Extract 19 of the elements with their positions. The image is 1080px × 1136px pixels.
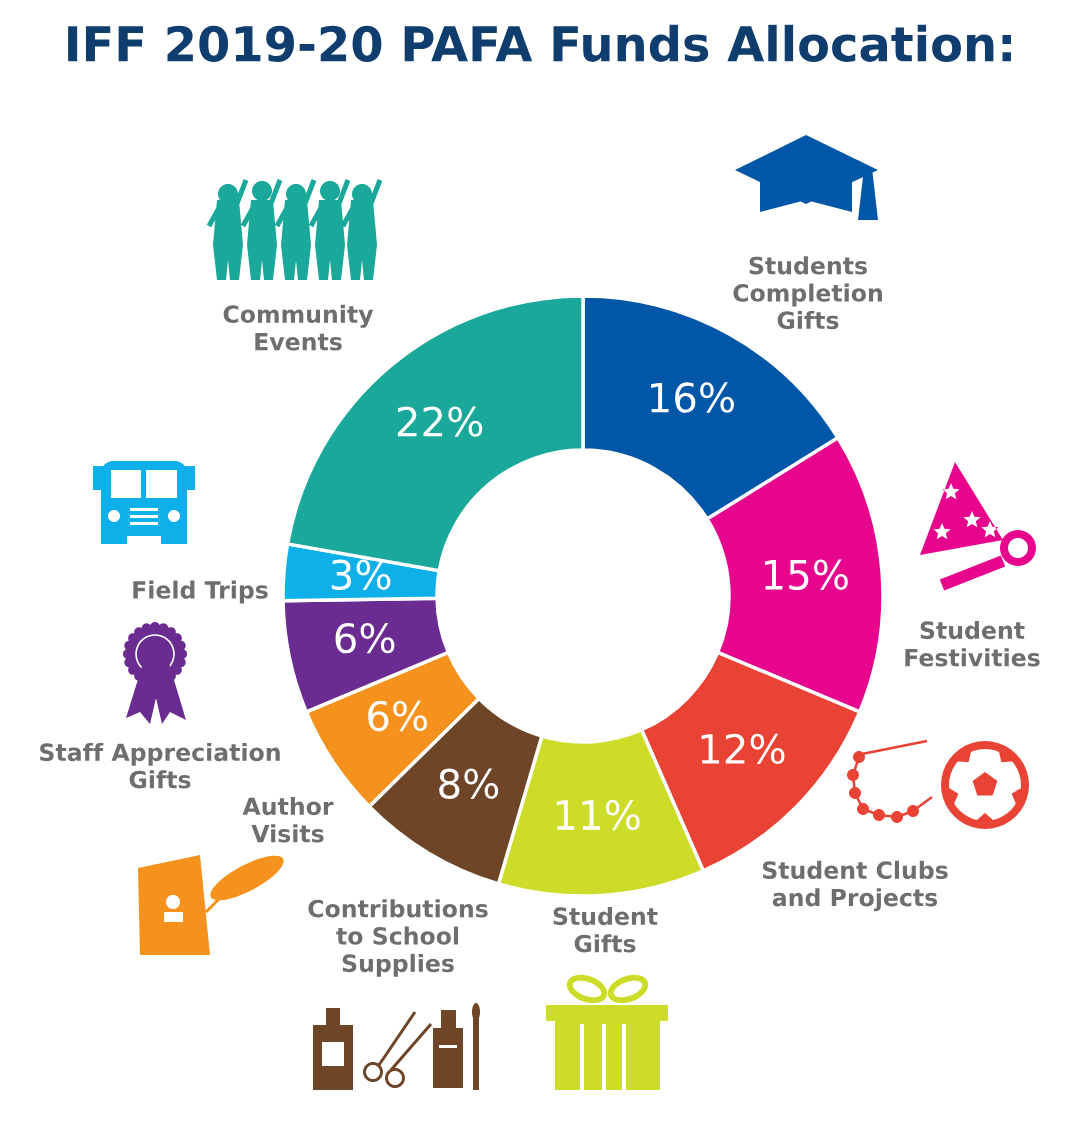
- data-label: 16%: [651, 382, 734, 413]
- data-label: 3%: [331, 559, 391, 591]
- chart-title: IFF 2019-20 PAFA Funds Allocation:: [68, 24, 1011, 62]
- slice-label: Contributions to School Supplies: [308, 899, 488, 977]
- slice-label: Community Events: [223, 304, 374, 351]
- data-label: 11%: [556, 799, 640, 831]
- slice-label: Students Completion Gifts: [733, 256, 882, 330]
- data-label: 8%: [439, 768, 499, 800]
- slice-label: Field Trips: [133, 580, 268, 604]
- slice-label: Student Gifts: [553, 906, 658, 953]
- data-label: 6%: [335, 622, 395, 654]
- slice-label: Student Clubs and Projects: [762, 860, 948, 912]
- slice-label: Staff Appreciation Gifts: [40, 742, 280, 789]
- data-label: 22%: [397, 406, 483, 437]
- data-label: 15%: [764, 559, 848, 591]
- data-label: 12%: [701, 733, 785, 765]
- slice-label: Student Festivities: [905, 620, 1040, 667]
- slice-label: Author Visits: [242, 796, 334, 843]
- data-label: 6%: [368, 700, 428, 732]
